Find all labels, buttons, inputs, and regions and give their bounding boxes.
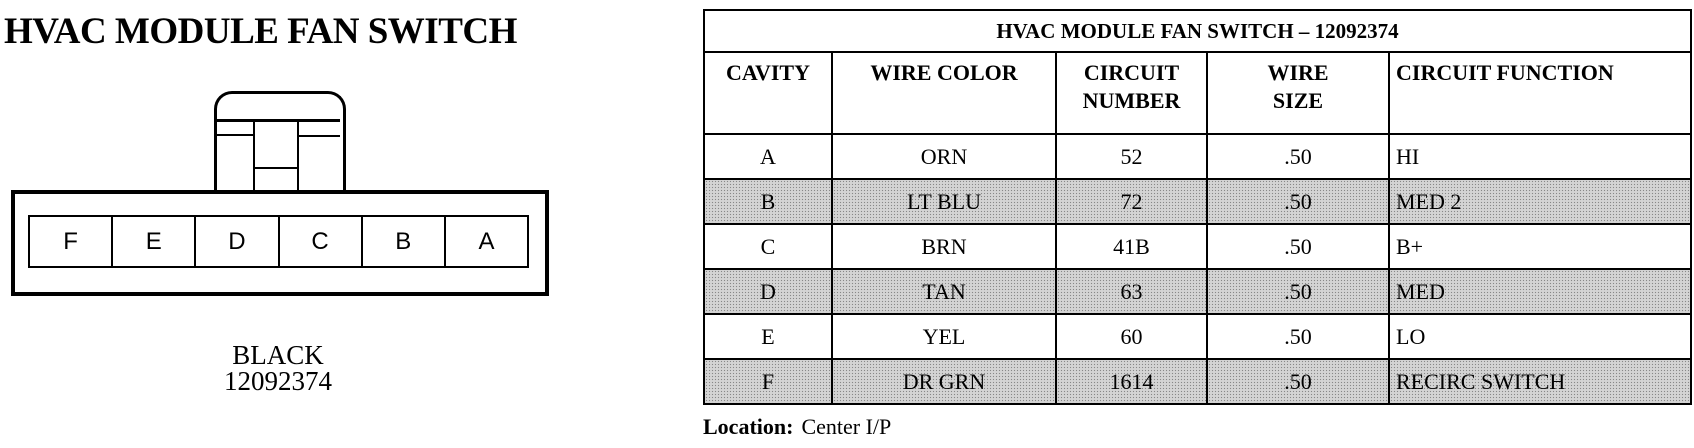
cell-circuit-number: 63: [1055, 268, 1208, 315]
table-row: C BRN 41B .50 B+: [703, 223, 1692, 270]
tab-line: [255, 167, 297, 169]
cell-cavity: C: [703, 223, 833, 270]
location-value: Center I/P: [801, 414, 892, 439]
tab-line: [253, 120, 255, 192]
connector-lock-tab: [214, 91, 346, 198]
table-title: HVAC MODULE FAN SWITCH – 12092374: [703, 9, 1692, 53]
cavity-a: A: [478, 227, 495, 255]
header-wire-color: WIRE COLOR: [831, 51, 1057, 135]
table-row: E YEL 60.50 LO: [703, 313, 1692, 360]
cell-circuit-number: 60: [1055, 313, 1208, 360]
cavity-c: C: [280, 217, 363, 266]
cell-cavity: A: [703, 133, 833, 180]
location: Location: Center I/P: [703, 414, 891, 440]
connector-part-number: 12092374: [224, 366, 332, 396]
cell-cavity: D: [703, 268, 833, 315]
cell-circuit-function: B+: [1388, 223, 1692, 270]
cell-wire-size: .50: [1206, 223, 1390, 270]
cell-circuit-number: 41B: [1055, 223, 1208, 270]
pinout-table: HVAC MODULE FAN SWITCH – 12092374 CAVITY…: [703, 9, 1692, 405]
location-label: Location:: [703, 414, 794, 439]
cell-circuit-number: 52: [1055, 133, 1208, 180]
table-row: B LT BLU 72.50 MED 2: [703, 178, 1692, 225]
cell-wire-color: ORN: [831, 133, 1057, 180]
connector-color: BLACK: [232, 340, 324, 370]
cavity-row: F E D C B A: [28, 215, 529, 268]
tab-line: [216, 119, 340, 122]
cell-circuit-function: HI: [1388, 133, 1692, 180]
header-circuit-function: CIRCUIT FUNCTION: [1388, 51, 1692, 135]
table-header: CAVITY WIRE COLOR CIRCUIT NUMBER WIRE SIZE…: [703, 51, 1692, 135]
cell-wire-size: .50: [1206, 268, 1390, 315]
cell-wire-size: .50: [1206, 358, 1390, 405]
header-cavity: CAVITY: [703, 51, 833, 135]
cavity-e: E: [113, 217, 197, 266]
table-row: D TAN 63.50 MED: [703, 268, 1692, 315]
connector-body: [11, 190, 549, 296]
tab-line: [299, 135, 340, 137]
cell-wire-size: .50: [1206, 313, 1390, 360]
header-circuit-number: CIRCUIT NUMBER: [1055, 51, 1208, 135]
cell-cavity: E: [703, 313, 833, 360]
table-row: A ORN 52.50 HI: [703, 133, 1692, 180]
cell-circuit-number: 72: [1055, 178, 1208, 225]
cell-circuit-function: MED: [1388, 268, 1692, 315]
diagram-title: HVAC MODULE FAN SWITCH: [4, 11, 517, 52]
tab-line: [297, 120, 299, 192]
cell-circuit-function: LO: [1388, 313, 1692, 360]
cell-wire-size: .50: [1206, 133, 1390, 180]
cell-wire-color: DR GRN: [831, 358, 1057, 405]
cavity-d: D: [196, 217, 280, 266]
cell-wire-color: TAN: [831, 268, 1057, 315]
cell-cavity: F: [703, 358, 833, 405]
cell-wire-color: LT BLU: [831, 178, 1057, 225]
tab-line: [216, 134, 253, 136]
cell-wire-color: BRN: [831, 223, 1057, 270]
cell-circuit-number: 1614: [1055, 358, 1208, 405]
cavity-f: F: [30, 217, 114, 266]
cell-wire-size: .50: [1206, 178, 1390, 225]
cell-wire-color: YEL: [831, 313, 1057, 360]
table-row: F DR GRN 1614.50 RECIRC SWITCH: [703, 358, 1692, 405]
cell-circuit-function: MED 2: [1388, 178, 1692, 225]
cavity-b: B: [363, 217, 446, 266]
header-wire-size: WIRE SIZE: [1206, 51, 1390, 135]
cell-cavity: B: [703, 178, 833, 225]
cell-circuit-function: RECIRC SWITCH: [1388, 358, 1692, 405]
